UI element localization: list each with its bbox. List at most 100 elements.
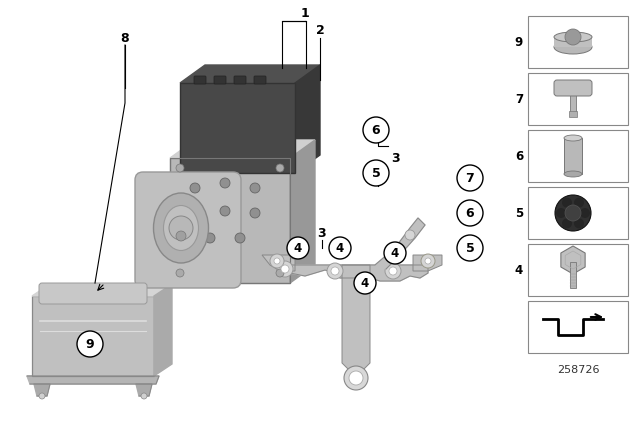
Circle shape (363, 160, 389, 186)
Polygon shape (180, 65, 320, 83)
Circle shape (331, 267, 339, 275)
Text: 4: 4 (391, 246, 399, 259)
FancyBboxPatch shape (135, 172, 241, 288)
Text: 4: 4 (336, 241, 344, 254)
Text: 7: 7 (466, 172, 474, 185)
Circle shape (562, 218, 572, 228)
Text: 5: 5 (466, 241, 474, 254)
Bar (32, 296, 154, 376)
Circle shape (276, 164, 284, 172)
Circle shape (220, 206, 230, 216)
Text: 4: 4 (294, 241, 302, 254)
Polygon shape (561, 246, 585, 274)
Polygon shape (342, 265, 370, 373)
FancyBboxPatch shape (194, 76, 206, 84)
Circle shape (329, 237, 351, 259)
Circle shape (250, 183, 260, 193)
Text: 8: 8 (121, 31, 129, 44)
Circle shape (276, 269, 284, 277)
Circle shape (457, 165, 483, 191)
Bar (528, 187, 628, 239)
Circle shape (565, 29, 581, 45)
Text: 4: 4 (515, 263, 523, 276)
Bar (528, 244, 628, 296)
Polygon shape (136, 384, 152, 396)
FancyBboxPatch shape (254, 76, 266, 84)
Text: 5: 5 (372, 167, 380, 180)
Ellipse shape (154, 193, 209, 263)
Circle shape (289, 247, 301, 259)
Circle shape (574, 198, 584, 207)
Ellipse shape (554, 32, 592, 42)
FancyBboxPatch shape (234, 76, 246, 84)
Text: 7: 7 (515, 92, 523, 105)
Circle shape (176, 269, 184, 277)
Text: 5: 5 (515, 207, 523, 220)
Circle shape (270, 254, 284, 268)
Bar (569, 111, 577, 117)
Polygon shape (170, 140, 315, 158)
Circle shape (250, 208, 260, 218)
Circle shape (190, 208, 200, 218)
Ellipse shape (163, 206, 198, 250)
FancyBboxPatch shape (554, 80, 592, 96)
Polygon shape (32, 284, 172, 296)
Text: 6: 6 (515, 150, 523, 163)
Circle shape (425, 258, 431, 264)
Polygon shape (375, 218, 425, 269)
Bar (570, 91, 576, 113)
Polygon shape (413, 255, 442, 271)
Circle shape (574, 218, 584, 228)
Text: 2: 2 (316, 23, 324, 36)
Polygon shape (295, 65, 320, 173)
Circle shape (565, 205, 581, 221)
Circle shape (555, 195, 591, 231)
Ellipse shape (564, 135, 582, 141)
Text: 258726: 258726 (557, 365, 599, 375)
Text: 3: 3 (392, 151, 400, 164)
Circle shape (389, 267, 397, 275)
Bar (528, 16, 628, 68)
Circle shape (141, 393, 147, 399)
Circle shape (385, 263, 401, 279)
Circle shape (344, 366, 368, 390)
Circle shape (354, 272, 376, 294)
Text: 6: 6 (466, 207, 474, 220)
Bar (528, 301, 628, 353)
Bar (170, 158, 290, 283)
Circle shape (190, 183, 200, 193)
Text: 4: 4 (361, 276, 369, 289)
Polygon shape (34, 384, 50, 396)
Text: 3: 3 (317, 227, 326, 240)
Polygon shape (27, 376, 159, 384)
Circle shape (277, 261, 293, 277)
Circle shape (176, 231, 186, 241)
Circle shape (327, 263, 343, 279)
Circle shape (235, 233, 245, 243)
Circle shape (457, 200, 483, 226)
Circle shape (176, 164, 184, 172)
Bar (554, 37, 592, 47)
Bar (180, 83, 295, 173)
Circle shape (77, 331, 103, 357)
Text: 9: 9 (515, 35, 523, 48)
Circle shape (384, 242, 406, 264)
Circle shape (580, 208, 590, 218)
Circle shape (169, 216, 193, 240)
Circle shape (220, 178, 230, 188)
Ellipse shape (564, 171, 582, 177)
Circle shape (287, 237, 309, 259)
Circle shape (39, 393, 45, 399)
Polygon shape (290, 140, 315, 283)
Polygon shape (280, 265, 428, 281)
Ellipse shape (557, 81, 589, 93)
Polygon shape (262, 255, 295, 271)
Text: 9: 9 (86, 337, 94, 350)
Circle shape (405, 230, 415, 240)
Text: 1: 1 (301, 7, 309, 20)
Bar (570, 262, 576, 288)
Circle shape (281, 265, 289, 273)
Circle shape (274, 258, 280, 264)
Circle shape (205, 233, 215, 243)
Circle shape (349, 371, 363, 385)
